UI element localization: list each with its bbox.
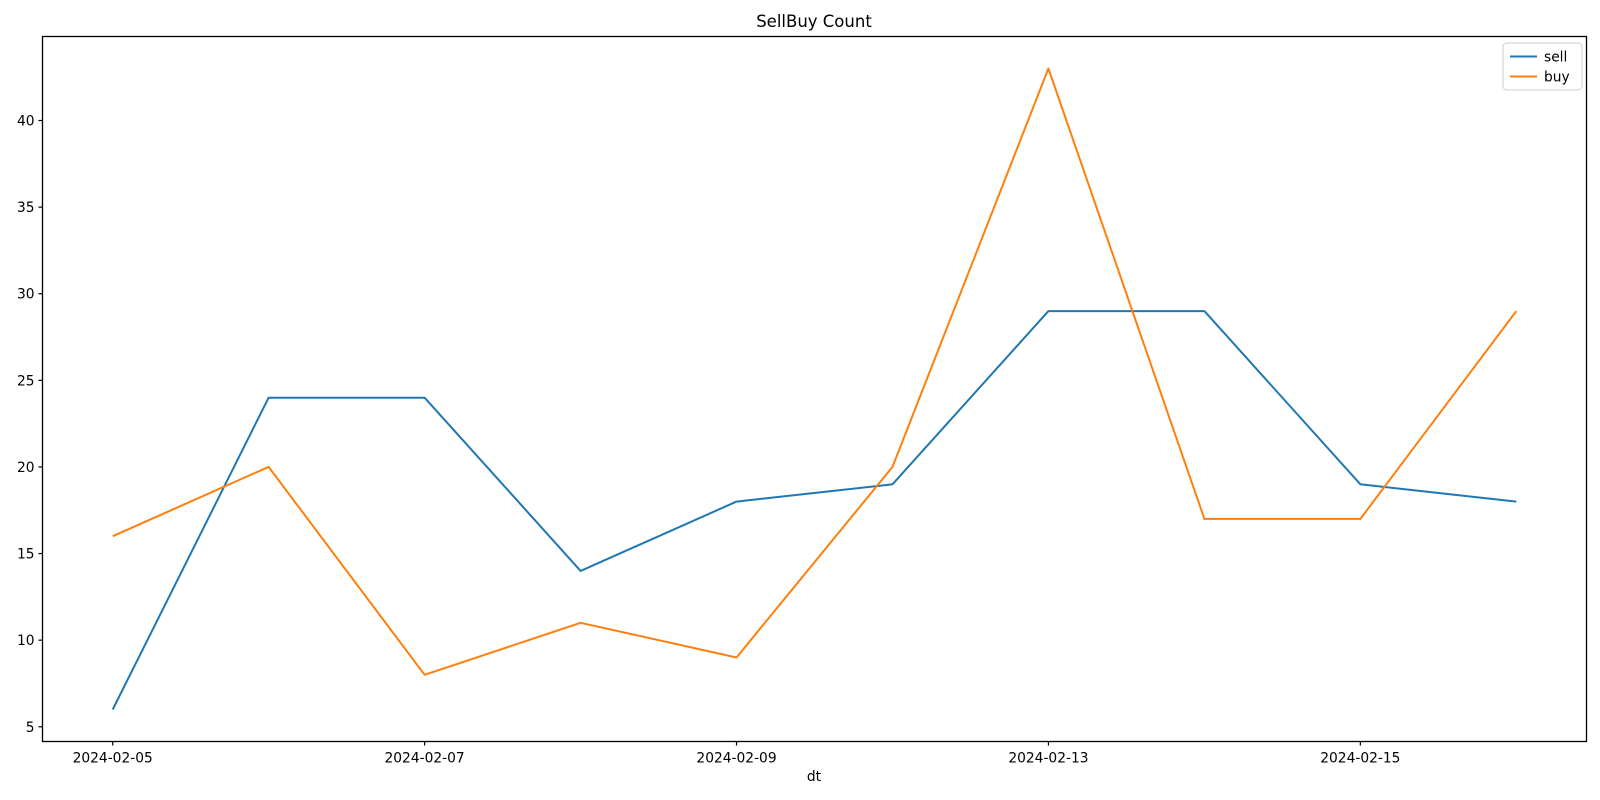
x-tick-label: 2024-02-09 [696, 751, 776, 767]
x-axis: 2024-02-05 2024-02-07 2024-02-09 2024-02-13… [73, 741, 1400, 767]
y-axis: 5 10 15 20 25 30 35 40 [17, 114, 43, 736]
y-tick-label: 10 [17, 633, 35, 649]
y-tick-label: 30 [17, 287, 35, 303]
y-tick-label: 5 [26, 720, 35, 736]
series-lines [111, 67, 1518, 710]
y-tick-label: 20 [17, 460, 35, 476]
y-tick-label: 40 [17, 114, 35, 130]
x-tick-label: 2024-02-13 [1008, 751, 1088, 767]
legend-box [1502, 42, 1583, 91]
series-line-buy [112, 67, 1518, 676]
x-tick-label: 2024-02-05 [73, 751, 153, 767]
legend: sell buy [1502, 42, 1583, 91]
x-tick-label: 2024-02-15 [1320, 751, 1400, 767]
axes-frame [41, 35, 1588, 743]
y-tick-label: 25 [17, 373, 35, 389]
x-tick-label: 2024-02-07 [385, 751, 465, 767]
legend-label-sell: sell [1544, 50, 1567, 66]
y-tick-label: 15 [17, 547, 35, 563]
legend-label-buy: buy [1544, 70, 1570, 86]
y-tick-label: 35 [17, 200, 35, 216]
x-axis-label: dt [807, 769, 822, 785]
series-line-sell [111, 310, 1517, 710]
chart-title: SellBuy Count [756, 12, 872, 31]
